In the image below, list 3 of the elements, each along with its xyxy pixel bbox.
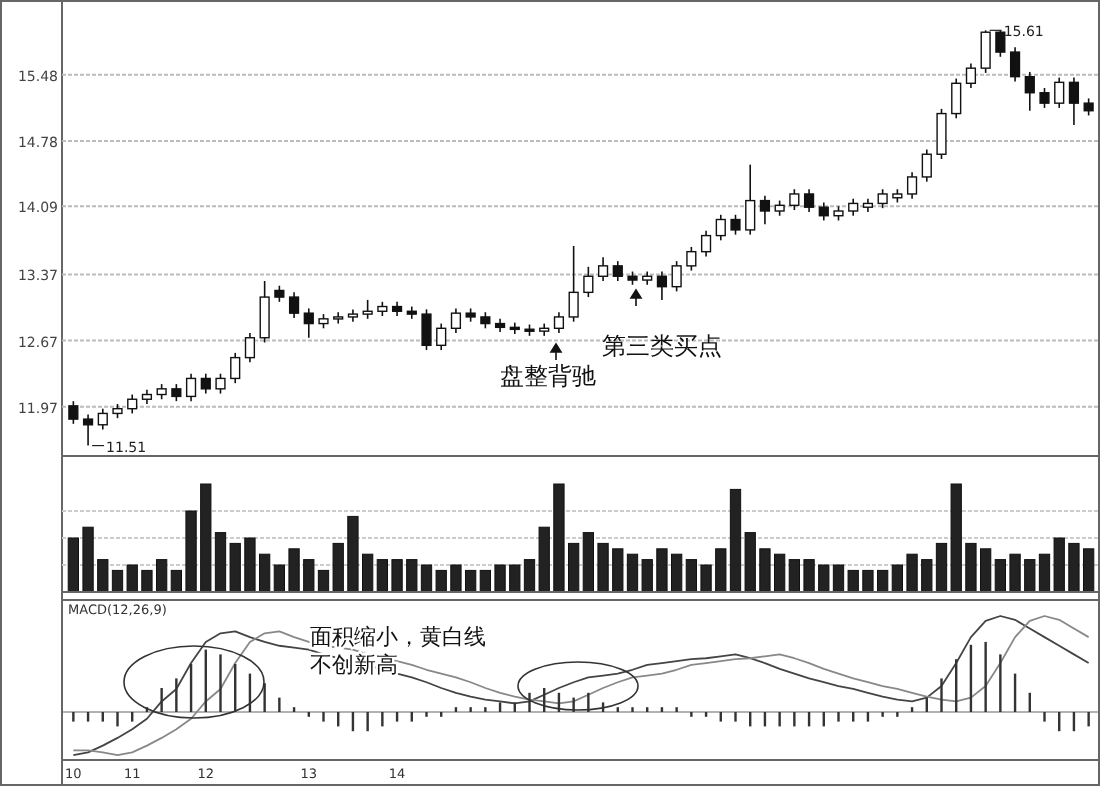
annotation: 盘整背驰 bbox=[500, 362, 596, 390]
annotation: 第三类买点 bbox=[602, 332, 722, 360]
annotation: 面积缩小，黄白线 bbox=[310, 624, 486, 650]
